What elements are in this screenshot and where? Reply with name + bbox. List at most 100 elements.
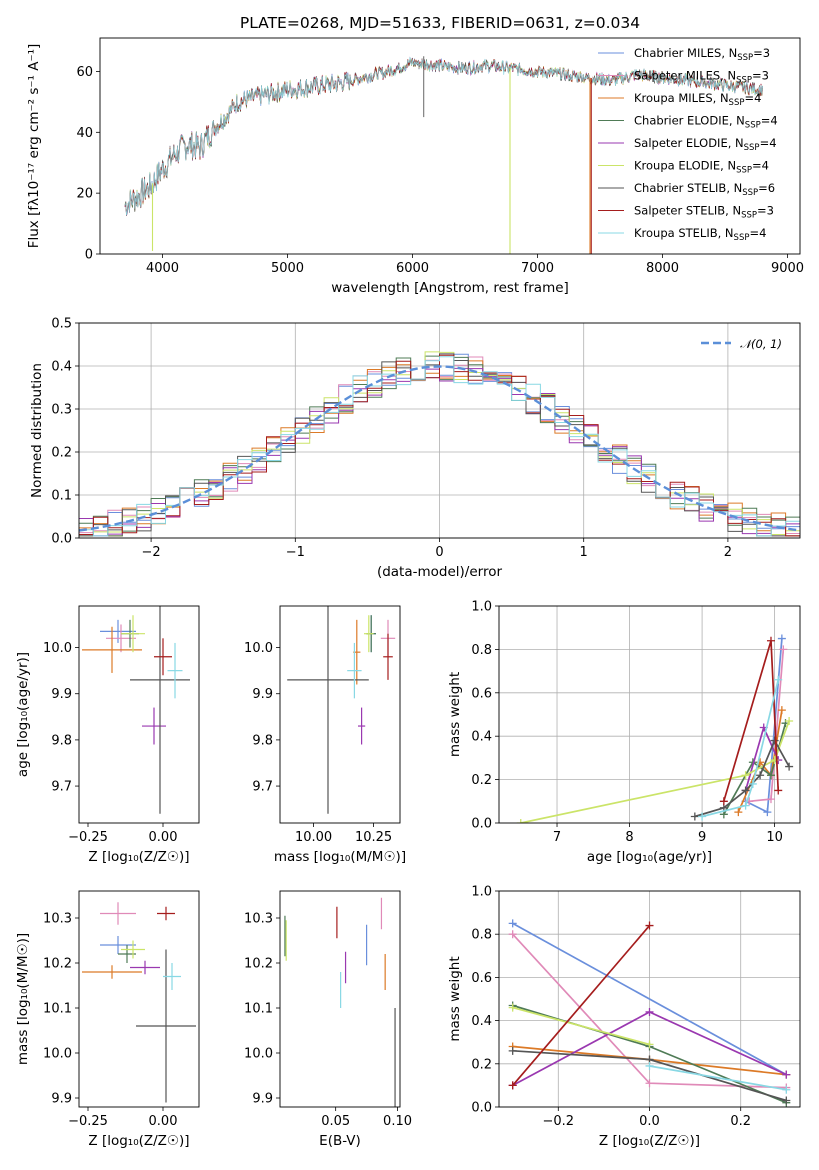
y-tick-label: 10.0 [244, 1047, 273, 1062]
axes-frame [498, 605, 801, 824]
y-tick-label: 9.9 [51, 1092, 72, 1107]
y-tick-label: 40 [76, 126, 93, 141]
y-tick-label: 1.0 [471, 885, 492, 900]
errorbar-chabrier-stelib [287, 606, 369, 814]
errorbar-kroupa-miles [82, 965, 142, 979]
y-tick-label: 0.8 [471, 928, 492, 943]
normal-curve [79, 365, 800, 532]
x-tick-label: 9 [698, 830, 706, 845]
y-tick-label: 9.7 [51, 780, 72, 795]
weight-marker [645, 1061, 654, 1070]
legend-entry: Salpeter STELIB, NSSP=3 [634, 204, 774, 221]
y-tick-label: 0.5 [51, 317, 72, 332]
age_vs_mass-panel: 10.00 10.25 9.7 9.8 9.9 10.0 mass [log₁₀(M/M☉)… [244, 605, 406, 865]
weight-marker [774, 786, 783, 795]
y-tick-label: 0.4 [471, 730, 492, 745]
errorbar-chabrier-stelib [136, 949, 196, 1103]
panels-layer: 4000 5000 6000 7000 8000 90000204060wavelengt… [15, 37, 804, 1149]
y-axis-label: Flux [fλ10⁻¹⁷ erg cm⁻² s⁻¹ A⁻¹] [26, 44, 42, 249]
axes-frame [78, 322, 801, 539]
y-tick-label: 0.8 [471, 643, 492, 658]
y-tick-label: 9.9 [252, 687, 273, 702]
weight_vs_age-plot-area [516, 634, 794, 823]
x-tick-label: −1 [286, 545, 305, 560]
x-tick-label: 0.00 [149, 1114, 178, 1129]
weight-marker [516, 819, 525, 823]
weight-marker [782, 1085, 791, 1094]
errorbar-kroupa-stelib [347, 642, 362, 699]
weight-marker [645, 921, 654, 930]
errorbar-chabrier-stelib [130, 606, 190, 814]
y-tick-label: 10.0 [43, 1047, 72, 1062]
legend-entry: Chabrier ELODIE, NSSP=4 [634, 114, 778, 131]
y-tick-label: 10.0 [43, 641, 72, 656]
y-tick-label: 10.1 [244, 1002, 273, 1017]
x-axis-label: Z [log₁₀(Z/Z☉)] [599, 1133, 700, 1149]
x-axis-label: Z [log₁₀(Z/Z☉)] [88, 1133, 189, 1149]
residuals-panel: −2 −1 0 1 2 0.0 0.1 0.2 0.3 0.4 0.5 (data-model)/er… [29, 317, 801, 580]
x-axis-label: age [log₁₀(age/yr)] [587, 849, 712, 865]
y-axis-label: mass [log₁₀(M/M☉)] [15, 933, 31, 1065]
weight-marker [645, 1079, 654, 1088]
errorbar-kroupa-elodie [121, 940, 145, 959]
y-tick-label: 10.2 [244, 957, 273, 972]
residuals-plot-area [79, 351, 800, 537]
x-tick-label: 0.2 [730, 1114, 751, 1129]
mass_vs_Z-plot-area [82, 902, 196, 1103]
x-tick-label: 1 [580, 545, 588, 560]
legend-entry: Kroupa STELIB, NSSP=4 [634, 226, 766, 243]
weight-marker [508, 1046, 517, 1055]
weight-line-chabrier-miles [512, 922, 787, 1076]
mass_vs_Z-panel: −0.25 0.00 9.9 10.0 10.1 10.2 10.3 Z [log₁₀(Z/Z… [15, 890, 200, 1149]
errorbar-salpeter-stelib [154, 638, 172, 676]
x-tick-label: −0.25 [68, 1114, 108, 1129]
age_vs_Z-panel: −0.25 0.00 9.7 9.8 9.9 10.0 Z [log₁₀(Z/Z☉)] age… [15, 605, 200, 865]
weight-marker [508, 1081, 517, 1090]
x-tick-label: 10.25 [355, 830, 392, 845]
x-tick-label: 0.10 [383, 1114, 412, 1129]
y-tick-label: 0.4 [471, 1014, 492, 1029]
y-tick-label: 0.2 [471, 773, 492, 788]
y-tick-label: 9.8 [252, 733, 273, 748]
y-tick-label: 0.0 [471, 1101, 492, 1116]
y-tick-label: 1.0 [471, 600, 492, 615]
weight-marker [748, 779, 757, 788]
weight-marker [766, 795, 775, 804]
legend-entry: 𝒩(0, 1) [740, 337, 782, 351]
weight-marker [785, 717, 794, 726]
weight-marker [741, 771, 750, 780]
x-tick-label: 0 [435, 545, 443, 560]
weight-line-kroupa-stelib [701, 679, 780, 818]
weight-marker [763, 808, 772, 817]
y-tick-label: 0 [85, 248, 93, 263]
weight-marker [734, 808, 743, 817]
errorbar-chabrier-miles [100, 936, 136, 954]
errorbar-kroupa-stelib [163, 963, 181, 990]
weight-marker [645, 1040, 654, 1049]
x-tick-label: 8000 [646, 261, 679, 276]
weight-line-kroupa-stelib [649, 1065, 787, 1091]
y-tick-label: 60 [76, 65, 93, 80]
x-tick-label: 7000 [521, 261, 554, 276]
x-tick-label: −0.25 [68, 830, 108, 845]
legend-entry: Kroupa MILES, NSSP=4 [634, 91, 761, 108]
weight-marker [690, 812, 699, 821]
errorbar-salpeter-miles [100, 902, 136, 925]
axes-frame [279, 605, 401, 824]
weight-marker [766, 771, 775, 780]
weight-marker [645, 1007, 654, 1016]
x-tick-label: 5000 [271, 261, 304, 276]
y-tick-label: 9.8 [51, 733, 72, 748]
age_vs_Z-plot-area [82, 606, 190, 814]
y-tick-label: 10.0 [244, 641, 273, 656]
x-tick-label: 4000 [146, 261, 179, 276]
weight-marker [741, 786, 750, 795]
x-axis-label: (data-model)/error [377, 564, 503, 580]
y-axis-label: mass weight [447, 672, 463, 757]
spectrum-plot-area [124, 56, 763, 254]
weight-marker [741, 801, 750, 810]
weight-line-kroupa-elodie [512, 1006, 650, 1046]
y-tick-label: 0.2 [471, 1057, 492, 1072]
weight-marker [698, 812, 707, 821]
